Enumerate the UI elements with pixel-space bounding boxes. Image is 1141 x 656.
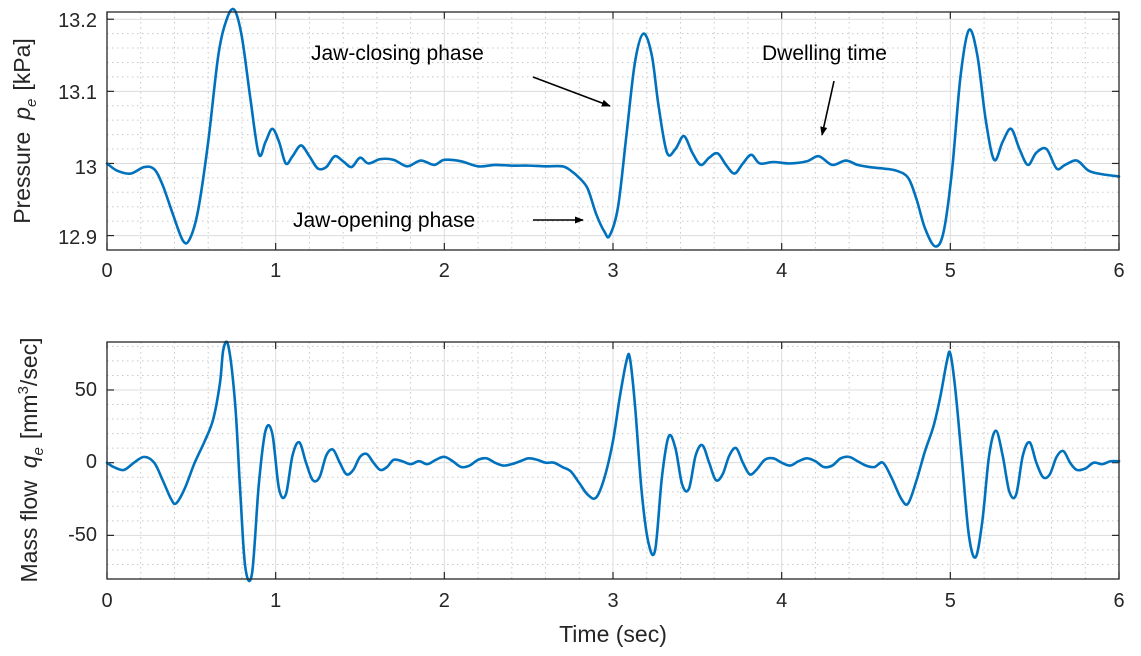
- pressure-ytick-label: 13.1: [58, 82, 97, 104]
- pressure-xtick-label: 4: [776, 260, 787, 282]
- pressure-xtick-label: 3: [607, 260, 618, 282]
- pressure-xtick-label: 5: [945, 260, 956, 282]
- mass-flow-grid: [106, 342, 1120, 580]
- mass-flow-xtick-label: 0: [101, 590, 112, 612]
- annotation-jaw-closing: Jaw-closing phase: [311, 42, 484, 65]
- mass-flow-xtick-label: 2: [439, 590, 450, 612]
- pressure-xtick-label: 2: [439, 260, 450, 282]
- pressure-ytick-label: 12.9: [58, 227, 97, 249]
- mass-flow-series-line: [105, 340, 1121, 583]
- annotation-dwelling-time: Dwelling time: [762, 42, 887, 65]
- pressure-axes-frame: [106, 11, 1120, 251]
- mass-flow-xtick-label: 4: [776, 590, 787, 612]
- pressure-grid: [106, 12, 1120, 251]
- mass-flow-ylabel: Mass flowqe[mm3/sec]: [15, 337, 47, 582]
- mass-flow-axes-frame: [106, 341, 1120, 580]
- mass-flow-ytick-label: 50: [75, 379, 97, 401]
- pressure-xtick-label: 1: [270, 260, 281, 282]
- arrow-jaw-closing: [532, 76, 611, 107]
- pressure-series-line: [105, 7, 1121, 248]
- pressure-ytick-label: 13: [75, 157, 97, 179]
- pressure-ytick-label: 13.2: [58, 10, 97, 32]
- arrow-dwelling-time: [820, 80, 835, 136]
- mass-flow-ytick-label: -50: [68, 524, 97, 546]
- pressure-xtick-label: 6: [1113, 260, 1124, 282]
- mass-flow-xlabel: Time (sec): [559, 621, 667, 647]
- mass-flow-ytick-label: 0: [86, 451, 97, 473]
- annotation-jaw-opening: Jaw-opening phase: [293, 209, 475, 232]
- mass-flow-xtick-label: 3: [607, 590, 618, 612]
- mass-flow-xtick-label: 5: [945, 590, 956, 612]
- mass-flow-panel: -50 0 50 0 1 2 3 4 5 6 Mass flowqe[mm3/s…: [15, 337, 1125, 647]
- pressure-panel: 12.9 13 13.1 13.2 0 1 2 3 4 5 6 Pressure…: [9, 7, 1125, 282]
- mass-flow-xtick-label: 6: [1113, 590, 1124, 612]
- mass-flow-xtick-label: 1: [270, 590, 281, 612]
- pressure-xtick-label: 0: [101, 260, 112, 282]
- pressure-ylabel: Pressurepe[kPa]: [9, 38, 40, 224]
